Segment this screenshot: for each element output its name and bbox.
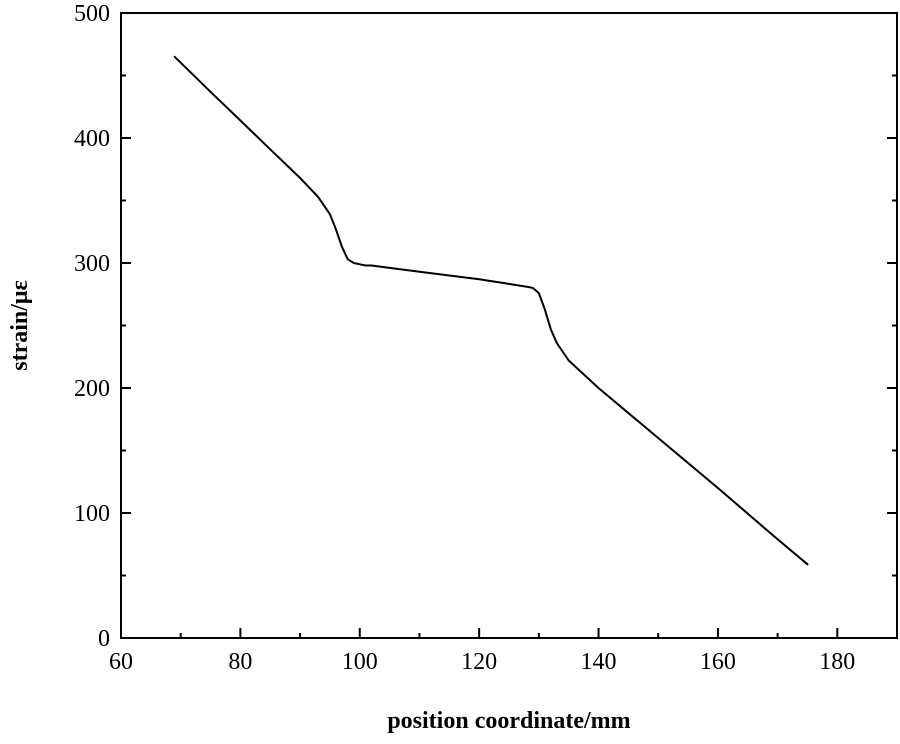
y-tick-label: 500 <box>74 1 110 27</box>
x-tick-label: 160 <box>700 649 736 675</box>
x-tick-label: 80 <box>228 649 252 675</box>
plot-area-frame <box>120 12 898 639</box>
x-tick-label: 180 <box>819 649 855 675</box>
series-line <box>173 55 809 566</box>
ticks-layer <box>120 12 897 639</box>
x-tick-label: 100 <box>342 649 378 675</box>
x-tick-label: 120 <box>461 649 497 675</box>
x-tick-label: 140 <box>581 649 617 675</box>
y-tick-label: 200 <box>74 376 110 402</box>
tick-labels-layer: 60 80 100 120 140 160 180 0 100 200 300 400 500 <box>74 1 855 675</box>
y-axis-title: strain/με <box>7 280 33 371</box>
y-tick-label: 400 <box>74 126 110 152</box>
y-tick-label: 100 <box>74 501 110 527</box>
x-tick-label: 60 <box>109 649 133 675</box>
series-layer <box>173 55 809 566</box>
y-tick-label: 300 <box>74 251 110 277</box>
x-axis-title: position coordinate/mm <box>387 708 630 734</box>
y-tick-label: 0 <box>98 626 110 652</box>
